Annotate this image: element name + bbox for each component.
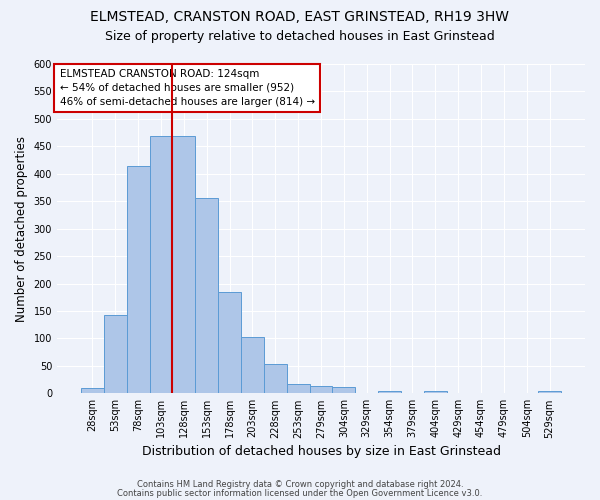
X-axis label: Distribution of detached houses by size in East Grinstead: Distribution of detached houses by size … — [142, 444, 500, 458]
Bar — [241, 337, 264, 394]
Bar — [264, 364, 287, 394]
Text: Contains HM Land Registry data © Crown copyright and database right 2024.: Contains HM Land Registry data © Crown c… — [137, 480, 463, 489]
Bar — [287, 384, 310, 394]
Bar — [149, 136, 172, 394]
Bar — [196, 198, 218, 394]
Text: ELMSTEAD CRANSTON ROAD: 124sqm
← 54% of detached houses are smaller (952)
46% of: ELMSTEAD CRANSTON ROAD: 124sqm ← 54% of … — [59, 69, 315, 107]
Text: Contains public sector information licensed under the Open Government Licence v3: Contains public sector information licen… — [118, 488, 482, 498]
Bar — [127, 166, 149, 394]
Text: Size of property relative to detached houses in East Grinstead: Size of property relative to detached ho… — [105, 30, 495, 43]
Bar — [424, 390, 447, 394]
Bar — [218, 292, 241, 394]
Bar — [538, 390, 561, 394]
Bar — [332, 388, 355, 394]
Y-axis label: Number of detached properties: Number of detached properties — [15, 136, 28, 322]
Text: ELMSTEAD, CRANSTON ROAD, EAST GRINSTEAD, RH19 3HW: ELMSTEAD, CRANSTON ROAD, EAST GRINSTEAD,… — [91, 10, 509, 24]
Bar — [378, 390, 401, 394]
Bar — [172, 136, 196, 394]
Bar — [81, 388, 104, 394]
Bar — [310, 386, 332, 394]
Bar — [104, 315, 127, 394]
